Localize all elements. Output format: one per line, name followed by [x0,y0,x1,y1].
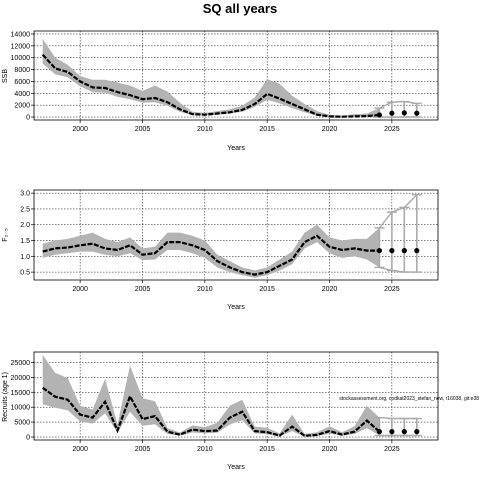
recruits-xlabel: Years [227,464,245,471]
recruits-xtick-label: 2025 [384,446,400,453]
ssb-xtick-label: 2000 [72,126,88,133]
recruits-forecast-point [414,429,420,435]
ssb-plot-frame [33,30,439,121]
recruits-forecast-point [401,429,407,435]
ssb-estimate-line [41,53,380,118]
f-forecast-lower-line [379,266,417,273]
recruits-xtick-label: 2015 [259,446,275,453]
ssb-xtick-label: 2010 [197,126,213,133]
recruits-ylabel: Recruits (age 1) [2,372,9,422]
recruits-xtick-label: 2000 [72,446,88,453]
f-ylabel: F₂₋₅ [2,228,9,242]
f-forecast-point [401,248,407,254]
recruits-ytick-label: 0 [26,435,30,442]
ssb-xlabel: Years [227,145,245,152]
ssb-ytick-label: 4000 [14,91,30,98]
recruits-plot-frame [33,351,439,441]
recruits-ytick-label: 10000 [11,405,31,412]
f-xtick-label: 2000 [72,286,88,293]
f-xlabel: Years [227,304,245,311]
f-plot: 2000 2005 2010 2015 2020 2025 0.5 1.0 1.5 2.0 2.5 3… [20,189,439,293]
f-xtick-label: 2010 [197,286,213,293]
recruits-ytick-label: 15000 [11,390,31,397]
ssb-xtick-label: 2025 [384,126,400,133]
f-ytick-label: 2.0 [20,222,30,229]
ssb-forecast-point [376,112,382,118]
f-ytick-label: 1.5 [20,238,30,245]
ssb-ytick-label: 14000 [11,31,31,38]
f-ytick-label: 1.0 [20,254,30,261]
recruits-estimate-line [42,386,381,437]
ssb-plot: 2000 2005 2010 2015 2020 2025 0 2000 4000 6000 800… [11,30,439,133]
ssb-panel: SSB Years 2000 2005 2010 2015 2020 2025 0 2000 4… [2,30,439,152]
ssb-ylabel: SSB [2,69,9,83]
ssb-ytick-label: 10000 [11,55,31,62]
recruits-ytick-label: 25000 [11,360,31,367]
f-xtick-label: 2025 [384,286,400,293]
recruits-ytick-label: 5000 [14,420,30,427]
recruits-forecast-point [389,429,395,435]
f-xtick-label: 2005 [135,286,151,293]
f-plot-frame [33,189,439,281]
f-estimate-line [42,234,380,276]
ssb-ytick-label: 6000 [14,79,30,86]
recruits-xtick-label: 2020 [322,446,338,453]
recruits-panel: Recruits (age 1) Years stockassessment.o… [2,351,479,471]
f-forecast-point [376,248,382,254]
ssb-xtick-label: 2005 [135,126,151,133]
f-xtick-label: 2020 [322,286,338,293]
ssb-forecast-point [401,110,407,116]
ssb-forecast-upper-line [379,100,417,109]
ssb-forecast-point [389,110,395,116]
f-xtick-label: 2015 [259,286,275,293]
ssb-ytick-label: 8000 [14,67,30,74]
ssb-xtick-label: 2015 [259,126,275,133]
f-forecast-point [389,248,395,254]
f-panel: F₂₋₅ Years 2000 2005 2010 2015 2020 2025 0.5 1.… [2,189,439,311]
f-forecast-upper-line [378,194,418,229]
recruits-forecast-upper-line [379,416,417,420]
f-ytick-label: 2.5 [20,206,30,213]
ssb-ytick-label: 2000 [14,103,30,110]
recruits-xtick-label: 2005 [135,446,151,453]
recruits-ytick-label: 20000 [11,375,31,382]
f-ytick-label: 0.5 [20,270,30,277]
recruits-note: stockassessment.org, codkat2023_stefan_n… [339,396,479,402]
ssb-ytick-label: 0 [26,115,30,122]
recruits-confidence-band [42,355,380,437]
recruits-plot: 2000 2005 2010 2015 2020 2025 0 5000 10000 15000 2… [11,351,439,453]
ssb-ytick-label: 12000 [11,43,31,50]
ssb-confidence-band [42,38,380,118]
f-forecast-point [414,248,420,254]
recruits-forecast-point [376,429,382,435]
ssb-forecast-point [414,110,420,116]
page-title: SQ all years [203,1,277,16]
ssb-xtick-label: 2020 [322,126,338,133]
recruits-xtick-label: 2010 [197,446,213,453]
f-confidence-band [42,224,380,278]
f-ytick-label: 3.0 [20,191,30,198]
